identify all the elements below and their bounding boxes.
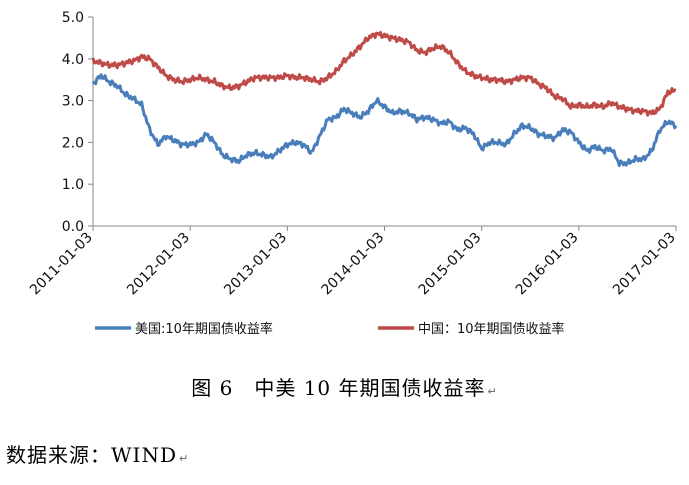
x-tick-label: 2013-01-03 (221, 230, 290, 299)
legend-label: 中国：10年期国债收益率 (418, 321, 565, 337)
x-tick-label: 2014-01-03 (318, 230, 387, 299)
series-line (91, 73, 678, 168)
series-line (91, 31, 677, 117)
figure-caption: 图 6 中美 10 年期国债收益率 ↵ (0, 372, 689, 401)
x-tick-label: 2016-01-03 (513, 230, 582, 299)
paragraph-mark: ↵ (487, 385, 498, 398)
x-axis: 2011-01-03 2012-01-03 2013-01-03 2014-01-03… (27, 225, 679, 299)
x-tick-label: 2017-01-03 (610, 230, 679, 299)
x-tick-label: 2011-01-03 (27, 230, 96, 299)
paragraph-mark: ↵ (179, 452, 190, 465)
series-layer (91, 31, 678, 168)
y-tick-label: 0.0 (62, 219, 84, 235)
y-tick-label: 2.0 (62, 135, 84, 151)
data-source-text: 数据来源：WIND (6, 443, 177, 467)
y-tick-label: 1.0 (62, 177, 84, 193)
y-tick-label: 3.0 (62, 94, 84, 110)
y-axis: 0.0 1.0 2.0 3.0 4.0 5.0 (62, 10, 94, 235)
legend-label: 美国:10年期国债收益率 (135, 321, 273, 337)
x-tick-label: 2012-01-03 (124, 230, 193, 299)
legend: 美国:10年期国债收益率 中国：10年期国债收益率 (95, 321, 565, 337)
data-source: 数据来源：WIND ↵ (6, 439, 189, 468)
figure-caption-text: 图 6 中美 10 年期国债收益率 (191, 376, 486, 400)
y-tick-label: 4.0 (62, 52, 84, 68)
line-chart: 0.01.02.03.04.05.0 2011-01-03 2012-01-03 2… (27, 10, 679, 337)
x-tick-label: 2015-01-03 (416, 230, 485, 299)
y-tick-label: 5.0 (62, 10, 84, 26)
